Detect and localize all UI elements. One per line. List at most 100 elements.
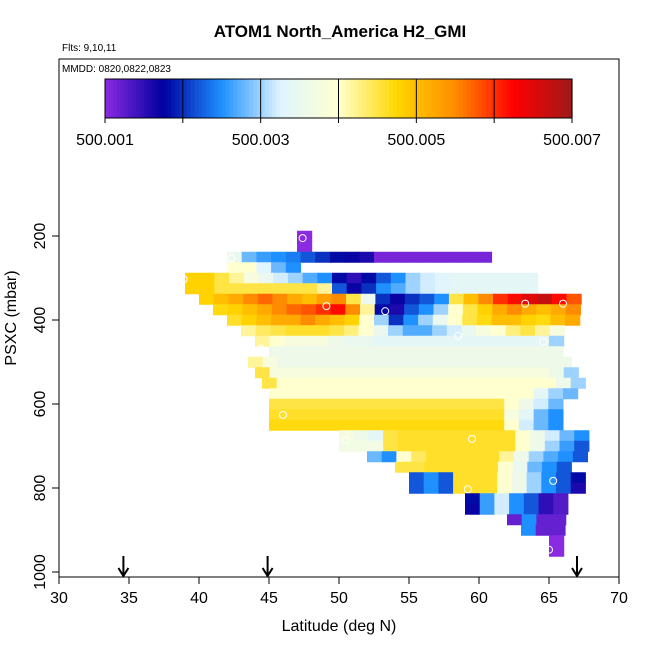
heatmap-cell [475, 367, 491, 379]
heatmap-cell [339, 440, 355, 452]
heatmap-cell [537, 293, 553, 305]
heatmap-cell [533, 398, 549, 410]
heatmap-cell [315, 314, 331, 326]
heatmap-cell [465, 493, 481, 505]
heatmap-cell [471, 430, 487, 442]
heatmap-cells [185, 230, 590, 557]
heatmap-cell [345, 304, 361, 316]
heatmap-cell [357, 335, 374, 347]
heatmap-cell [521, 524, 537, 536]
colorbar-swatch [556, 79, 561, 118]
heatmap-cell [448, 293, 465, 305]
heatmap-cell [327, 346, 343, 358]
heatmap-cell [285, 251, 301, 263]
heatmap-cell [533, 419, 549, 431]
colorbar-swatch [338, 79, 343, 118]
heatmap-cell [416, 388, 432, 400]
heatmap-cell [533, 409, 549, 421]
heatmap-cell [287, 272, 304, 284]
colorbar-swatch [525, 79, 530, 118]
heatmap-cell [556, 461, 572, 473]
heatmap-cell [431, 367, 447, 379]
heatmap-cell [269, 335, 285, 347]
heatmap-cell [424, 461, 440, 473]
heatmap-cell [365, 356, 381, 368]
sample-marker [298, 234, 307, 243]
heatmap-cell [403, 251, 419, 263]
heatmap-cell [490, 325, 507, 337]
heatmap-cell [511, 377, 528, 389]
colorbar-swatch [486, 79, 491, 118]
heatmap-cell [283, 419, 299, 431]
heatmap-cell [427, 430, 443, 442]
heatmap-cell [271, 251, 287, 263]
heatmap-cell [367, 451, 383, 463]
heatmap-cell [257, 293, 273, 305]
heatmap-cell [519, 367, 535, 379]
heatmap-cell [460, 388, 476, 400]
colorbar-swatch [151, 79, 157, 118]
heatmap-cell [553, 503, 569, 515]
heatmap-cell [329, 314, 346, 326]
colorbar-swatch [505, 79, 511, 118]
heatmap-cell [490, 367, 506, 379]
heatmap-cell [376, 283, 392, 295]
heatmap-cell [462, 304, 479, 316]
heatmap-cell [313, 346, 329, 358]
heatmap-cell [214, 272, 230, 284]
colorbar-swatch [260, 79, 266, 118]
colorbar-swatch [408, 79, 414, 118]
heatmap-cell [214, 283, 230, 295]
heatmap-cell [541, 472, 557, 484]
colorbar-swatch [544, 79, 550, 118]
heatmap-cell [389, 304, 405, 316]
heatmap-cell [434, 283, 451, 295]
heatmap-cell [361, 272, 377, 284]
colorbar-swatch [284, 79, 289, 118]
heatmap-cell [479, 493, 495, 505]
heatmap-cell [542, 461, 558, 473]
heatmap-cell [364, 377, 381, 389]
heatmap-cell [523, 272, 539, 284]
heatmap-cell [286, 304, 302, 316]
colorbar-swatch [241, 79, 246, 118]
heatmap-cell [387, 367, 403, 379]
heatmap-cell [256, 314, 272, 326]
colorbar-swatch [346, 79, 351, 118]
heatmap-cell [548, 398, 564, 410]
heatmap-cell [418, 251, 434, 263]
x-tick-label: 40 [190, 590, 208, 607]
colorbar-swatch [124, 79, 129, 118]
heatmap-cell [507, 514, 523, 526]
heatmap-cell [465, 503, 481, 515]
colorbar-swatch [536, 79, 542, 118]
colorbar-swatch [330, 79, 336, 118]
colorbar-swatch [136, 79, 141, 118]
heatmap-cell [374, 314, 390, 326]
heatmap-cell [430, 346, 446, 358]
heatmap-cell [368, 440, 384, 452]
heatmap-cell [551, 293, 567, 305]
heatmap-cell [566, 293, 582, 305]
heatmap-cell [521, 304, 537, 316]
heatmap-cell [494, 503, 510, 515]
heatmap-cell [526, 482, 542, 494]
heatmap-cell [538, 503, 554, 515]
heatmap-cell [447, 251, 463, 263]
heatmap-cell [383, 430, 399, 442]
colorbar-swatch [171, 79, 176, 118]
heatmap-cell [512, 356, 528, 368]
heatmap-cell [313, 367, 329, 379]
heatmap-cell [386, 388, 402, 400]
colorbar-swatch [389, 79, 394, 118]
colorbar-swatch [105, 79, 110, 118]
colorbar-swatch [194, 79, 199, 118]
heatmap-cell [353, 430, 369, 442]
colorbar-swatch [112, 79, 118, 118]
heatmap-cell [425, 451, 441, 463]
heatmap-cell [397, 430, 413, 442]
colorbar-swatch [431, 79, 437, 118]
latitude-arrowhead [571, 567, 583, 578]
heatmap-cell [390, 293, 406, 305]
heatmap-cell [549, 545, 565, 557]
